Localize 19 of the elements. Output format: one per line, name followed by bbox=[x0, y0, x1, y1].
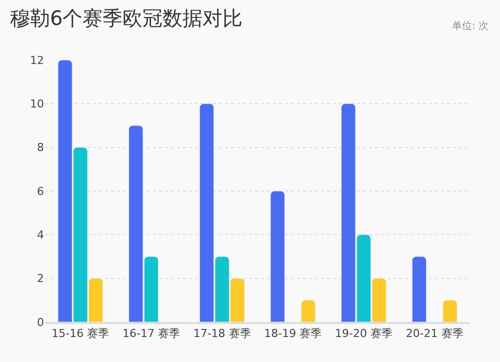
bar bbox=[442, 300, 458, 322]
bar bbox=[270, 190, 285, 322]
x-tick-label: 20-21 赛季 bbox=[406, 327, 464, 340]
y-tick-label: 10 bbox=[30, 98, 44, 111]
x-tick-label: 16-17 赛季 bbox=[122, 327, 180, 340]
bar bbox=[300, 300, 316, 322]
x-tick-label: 17-18 赛季 bbox=[193, 327, 251, 340]
chart-title: 穆勒6个赛季欧冠数据对比 bbox=[10, 6, 243, 30]
bar bbox=[412, 256, 427, 322]
x-tick-label: 15-16 赛季 bbox=[52, 327, 110, 340]
y-tick-label: 4 bbox=[37, 228, 44, 242]
text: 单位: 次 bbox=[452, 20, 489, 32]
y-tick-label: 0 bbox=[37, 316, 44, 329]
x-tick-label: 18-19 赛季 bbox=[264, 327, 322, 340]
y-tick-label: 6 bbox=[37, 184, 44, 198]
x-tick-label: 19-20 赛季 bbox=[335, 327, 392, 340]
y-tick-label: 8 bbox=[37, 141, 44, 154]
y-tick-label: 12 bbox=[30, 54, 44, 67]
y-tick-label: 2 bbox=[37, 272, 44, 286]
